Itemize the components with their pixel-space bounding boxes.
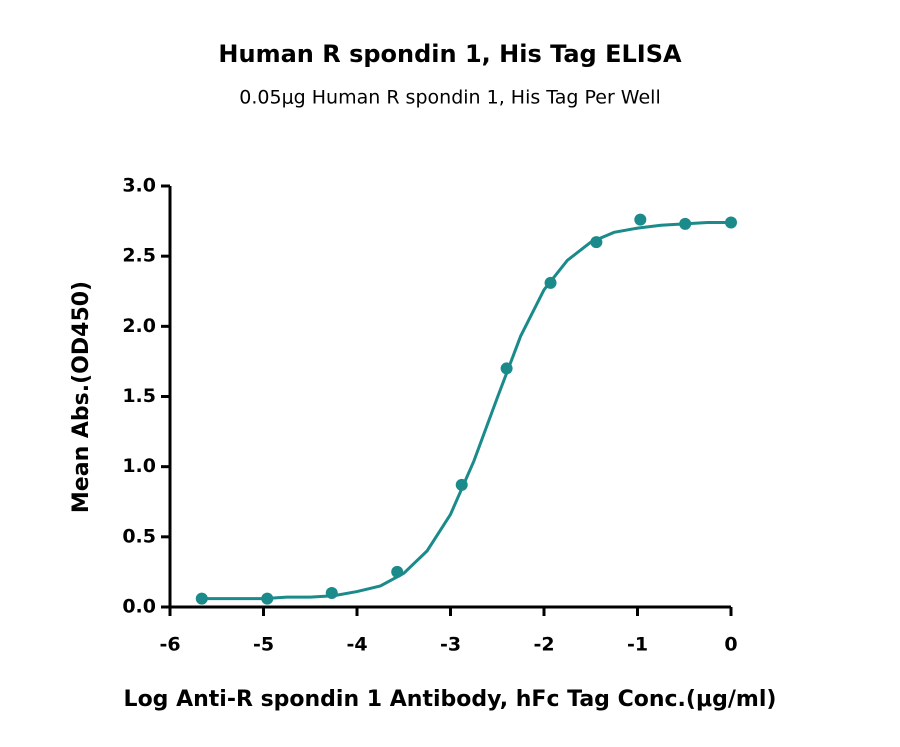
y-tick-label: 0.0 — [122, 596, 156, 618]
x-tick-label: -1 — [627, 634, 648, 656]
x-tick-label: -4 — [346, 634, 367, 656]
data-point — [679, 217, 692, 230]
x-tick-label: -3 — [440, 634, 461, 656]
data-point — [261, 592, 274, 605]
x-tick-label: -5 — [253, 634, 274, 656]
y-tick-label: 3.0 — [122, 175, 156, 197]
y-tick-label: 0.5 — [122, 525, 156, 547]
data-point — [725, 216, 737, 229]
data-point — [544, 276, 557, 289]
y-tick-label: 1.5 — [122, 385, 156, 407]
chart-subtitle: 0.05μg Human R spondin 1, His Tag Per We… — [239, 87, 660, 109]
data-point — [634, 213, 647, 226]
data-point — [500, 362, 513, 375]
x-axis-label: Log Anti-R spondin 1 Antibody, hFc Tag C… — [124, 687, 777, 712]
data-point — [195, 592, 208, 605]
y-axis-label: Mean Abs.(OD450) — [69, 281, 94, 513]
data-point — [590, 236, 603, 249]
x-tick-label: -2 — [533, 634, 554, 656]
data-point — [391, 565, 404, 578]
data-point — [325, 586, 338, 599]
y-tick-label: 2.0 — [122, 315, 156, 337]
data-point — [455, 478, 468, 491]
y-tick-label: 2.5 — [122, 245, 156, 267]
x-tick-label: 0 — [724, 634, 737, 656]
y-tick-label: 1.0 — [122, 455, 156, 477]
fit-curve — [201, 220, 731, 601]
chart-title: Human R spondin 1, His Tag ELISA — [218, 40, 682, 68]
x-tick-label: -6 — [159, 634, 180, 656]
